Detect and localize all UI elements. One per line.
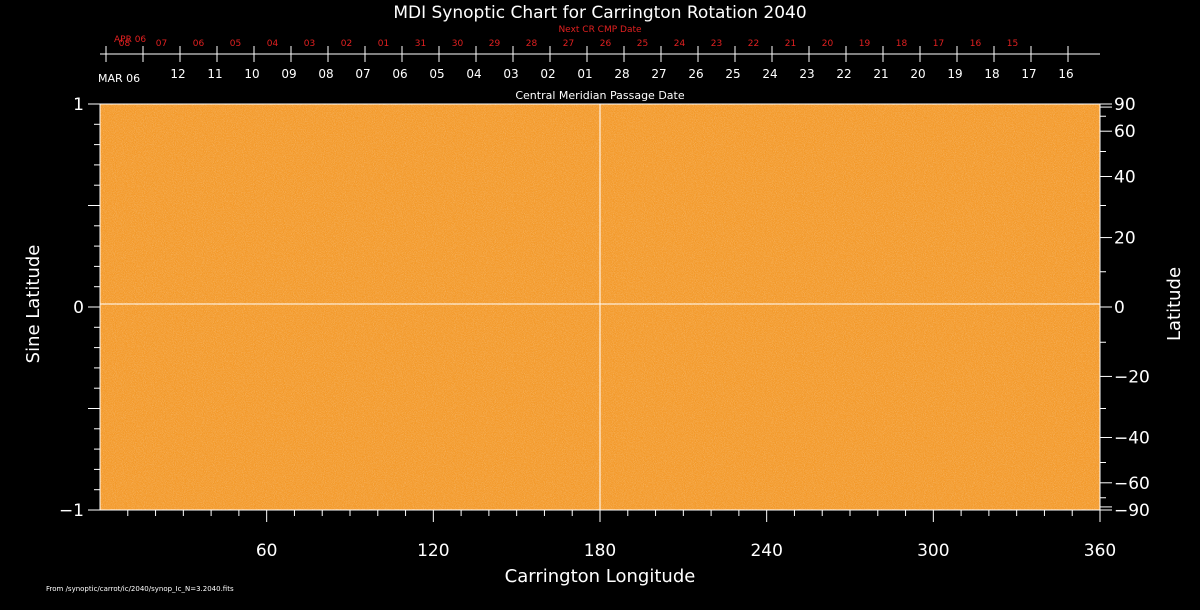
cmp-start-label: MAR 06	[98, 72, 140, 85]
next-cr-date-label: 24	[674, 39, 686, 49]
next-cr-date-label: 05	[230, 39, 241, 49]
next-cr-date-label: 16	[970, 39, 982, 49]
cmp-date-label: 17	[1021, 67, 1036, 81]
next-cr-date-label: 26	[600, 39, 612, 49]
cmp-date-label: 07	[355, 67, 370, 81]
next-cr-date-label: 19	[859, 39, 871, 49]
y-right-axis: 90 60 40 20 0 −20 −40 −60 −90	[1100, 95, 1150, 521]
x-tick-label: 180	[584, 541, 616, 561]
cmp-date-label: 22	[836, 67, 851, 81]
next-cr-date-label: 08	[119, 39, 131, 49]
x-tick-label: 60	[256, 541, 278, 561]
x-tick-label: 240	[750, 541, 782, 561]
cmp-date-label: 28	[614, 67, 629, 81]
x-tick-label: 360	[1084, 541, 1116, 561]
cmp-date-label: 02	[540, 67, 555, 81]
next-cr-date-label: 23	[711, 39, 722, 49]
cmp-date-label: 25	[725, 67, 740, 81]
next-cr-date-label: 01	[378, 39, 389, 49]
next-cr-date-label: 17	[933, 39, 944, 49]
y-left-tick-label: 0	[73, 298, 84, 318]
cmp-date-label: 06	[392, 67, 407, 81]
y-right-tick-label: −60	[1114, 474, 1150, 494]
next-cr-date-label: 18	[896, 39, 908, 49]
next-cr-date-label: 31	[415, 39, 426, 49]
cmp-date-label: 23	[799, 67, 814, 81]
next-cr-label: Next CR CMP Date	[558, 25, 642, 35]
next-cr-date-label: 02	[341, 39, 352, 49]
next-cr-date-label: 15	[1007, 39, 1018, 49]
x-tick-label: 300	[917, 541, 949, 561]
cmp-date-label: 08	[318, 67, 333, 81]
cmp-date-label: 11	[207, 67, 222, 81]
next-cr-date-label: 21	[785, 39, 796, 49]
next-cr-date-label: 29	[489, 39, 501, 49]
cmp-date-label: 19	[947, 67, 962, 81]
x-tick-label: 120	[417, 541, 449, 561]
next-cr-date-label: 03	[304, 39, 315, 49]
cmp-date-label: 03	[503, 67, 518, 81]
cmp-date-label: 01	[577, 67, 592, 81]
chart-title: MDI Synoptic Chart for Carrington Rotati…	[393, 3, 806, 23]
next-cr-date-label: 20	[822, 39, 834, 49]
next-cr-date-label: 25	[637, 39, 648, 49]
source-file-note: From /synoptic/carrot/ic/2040/synop_Ic_N…	[46, 585, 234, 593]
cmp-date-label: 18	[984, 67, 999, 81]
next-cr-date-label: 30	[452, 39, 464, 49]
cmp-date-label: 10	[244, 67, 259, 81]
cmp-date-label: 16	[1058, 67, 1073, 81]
plot-area	[99, 103, 1101, 511]
y-left-tick-label: −1	[59, 501, 84, 521]
cmp-date-label: 27	[651, 67, 666, 81]
next-cr-date-label: 27	[563, 39, 574, 49]
y-right-tick-label: 90	[1114, 95, 1136, 115]
cmp-label: Central Meridian Passage Date	[515, 89, 684, 102]
next-cr-date-label: 06	[193, 39, 205, 49]
y-right-tick-label: 0	[1114, 298, 1125, 318]
next-cr-date-label: 22	[748, 39, 759, 49]
y-right-tick-label: −40	[1114, 428, 1150, 448]
y-right-tick-label: 20	[1114, 229, 1136, 249]
next-cr-date-label: 28	[526, 39, 538, 49]
y-right-tick-label: 60	[1114, 122, 1136, 142]
next-cr-date-label: 04	[267, 39, 279, 49]
y-left-axis: 1 0 −1	[59, 95, 100, 521]
x-axis-label: Carrington Longitude	[505, 566, 696, 587]
cmp-date-ticks: 12 11 10 09 08 07 06 05 04 03 02 01 28 27 26 25 24 23 22 21…	[105, 54, 1074, 81]
cmp-date-label: 05	[429, 67, 444, 81]
cmp-date-label: 04	[466, 67, 481, 81]
next-cr-date-label: 07	[156, 39, 167, 49]
y-right-tick-label: −90	[1114, 501, 1150, 521]
cmp-date-label: 20	[910, 67, 925, 81]
y-right-tick-label: 40	[1114, 168, 1136, 188]
cmp-date-label: 09	[281, 67, 296, 81]
next-cr-start-label: APR 06	[114, 35, 146, 45]
cmp-date-label: 24	[762, 67, 777, 81]
next-cr-date-ticks: 08 07 06 05 04 03 02 01 31 30 29 28 27 26 25 24 23 22 21 20…	[105, 39, 1069, 54]
x-axis: 60 120 180 240 300 360	[127, 510, 1116, 561]
cmp-date-label: 21	[873, 67, 888, 81]
y-left-axis-label: Sine Latitude	[23, 245, 44, 364]
cmp-date-label: 26	[688, 67, 703, 81]
y-right-axis-label: Latitude	[1164, 267, 1185, 341]
cmp-date-label: 12	[170, 67, 185, 81]
y-right-tick-label: −20	[1114, 367, 1150, 387]
y-left-tick-label: 1	[73, 95, 84, 115]
